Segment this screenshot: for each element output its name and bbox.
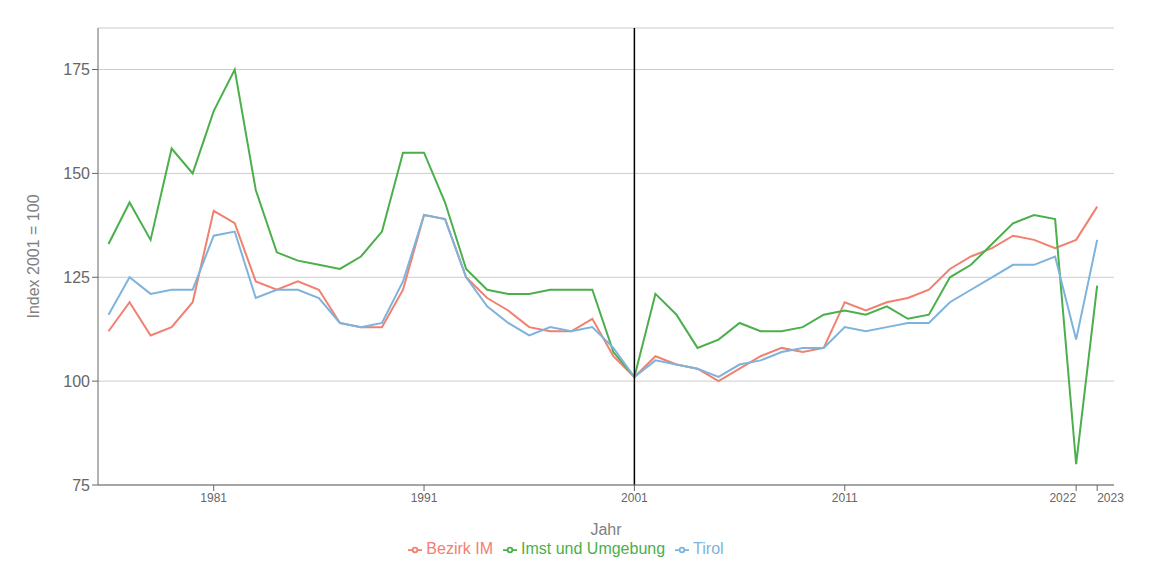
svg-text:1981: 1981 xyxy=(200,491,227,505)
svg-text:1991: 1991 xyxy=(411,491,438,505)
svg-text:2011: 2011 xyxy=(832,491,858,505)
svg-text:150: 150 xyxy=(63,165,90,182)
svg-text:Jahr: Jahr xyxy=(590,521,622,538)
html-text:Tirol: Tirol xyxy=(693,540,724,557)
svg-text:Index 2001 = 100: Index 2001 = 100 xyxy=(25,194,42,318)
svg-text:75: 75 xyxy=(72,477,90,494)
svg-text:175: 175 xyxy=(63,61,90,78)
svg-text:2001: 2001 xyxy=(621,491,648,505)
svg-text:100: 100 xyxy=(63,373,90,390)
svg-text:125: 125 xyxy=(63,269,90,286)
svg-text:2023: 2023 xyxy=(1097,491,1124,505)
html-text:Imst und Umgebung: Imst und Umgebung xyxy=(521,540,666,557)
svg-text:2022: 2022 xyxy=(1049,491,1076,505)
html-text:Bezirk IM: Bezirk IM xyxy=(426,540,493,557)
